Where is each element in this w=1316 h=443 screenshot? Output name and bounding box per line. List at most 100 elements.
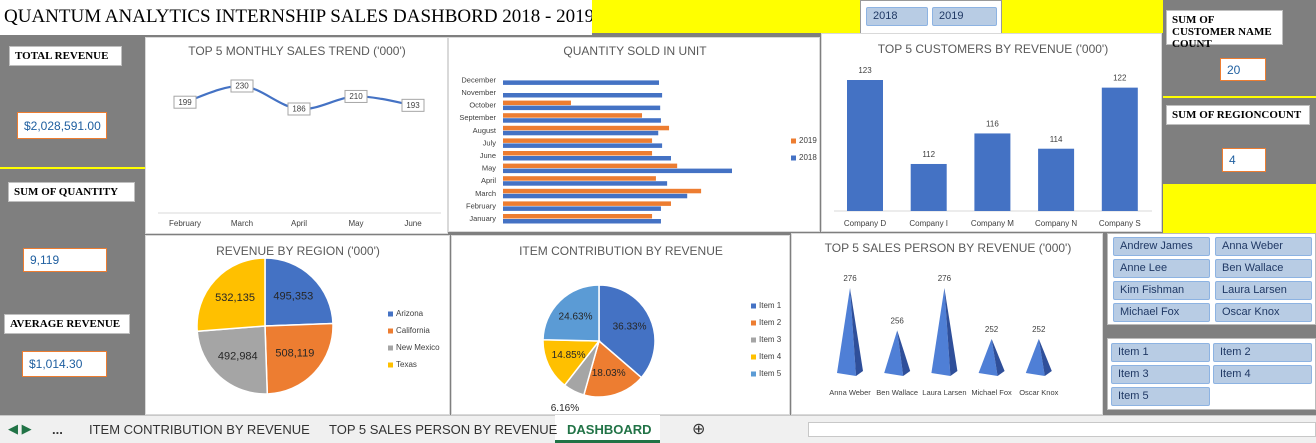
- x-tick-label: Company S: [1099, 219, 1141, 228]
- name-button[interactable]: Anne Lee: [1113, 259, 1210, 278]
- item-button[interactable]: Item 4: [1213, 365, 1312, 384]
- pie-slice: [264, 257, 334, 327]
- chart-title: TOP 5 SALES PERSON BY REVENUE ('000'): [825, 241, 1072, 255]
- data-label: 114: [1050, 135, 1063, 144]
- kpi-label: SUM OF CUSTOMER NAME COUNT: [1166, 10, 1283, 50]
- bar: [1101, 87, 1138, 211]
- legend-swatch: [388, 311, 393, 317]
- legend-label: Arizona: [396, 309, 424, 318]
- data-label: 252: [1032, 325, 1046, 334]
- pyramid-face: [897, 330, 911, 376]
- kpi-label: SUM OF QUANTITY: [8, 182, 135, 202]
- y-tick-label: October: [469, 101, 496, 110]
- name-button[interactable]: Laura Larsen: [1215, 281, 1312, 300]
- x-tick-label: Ben Wallace: [876, 388, 918, 397]
- pie-slice: [598, 284, 656, 379]
- item-button[interactable]: Item 2: [1213, 343, 1312, 362]
- x-tick-label: June: [404, 219, 422, 228]
- chart-title: ITEM CONTRIBUTION BY REVENUE: [519, 244, 723, 258]
- y-tick-label: July: [483, 138, 497, 147]
- bar: [910, 163, 947, 211]
- kpi-label: SUM OF REGIONCOUNT: [1166, 105, 1310, 125]
- kpi-value: $2,028,591.00: [17, 112, 107, 139]
- kpi-value: 4: [1222, 148, 1266, 172]
- item-button[interactable]: Item 1: [1111, 343, 1210, 362]
- name-button[interactable]: Kim Fishman: [1113, 281, 1210, 300]
- pie-slice: [196, 257, 266, 333]
- data-label: 276: [938, 274, 952, 283]
- x-tick-label: Company I: [909, 219, 948, 228]
- pyramid-face: [991, 338, 1005, 376]
- data-label: 276: [843, 274, 857, 283]
- legend-swatch: [751, 354, 756, 360]
- data-label: 230: [235, 82, 249, 91]
- data-label: 210: [349, 92, 363, 101]
- data-label: 14.85%: [552, 350, 586, 361]
- x-tick-label: Company D: [844, 219, 886, 228]
- legend-swatch: [388, 328, 393, 334]
- name-button[interactable]: Ben Wallace: [1215, 259, 1312, 278]
- bar: [503, 80, 660, 85]
- line-chart: TOP 5 MONTHLY SALES TREND ('000') 199 Febr…: [158, 44, 441, 228]
- kpi-label: AVERAGE REVENUE: [4, 314, 130, 334]
- bar: [503, 176, 656, 181]
- bar: [503, 201, 671, 206]
- chart-title: QUANTITY SOLD IN UNIT: [563, 44, 707, 58]
- pie-slice: [542, 338, 601, 387]
- data-label: 116: [986, 120, 999, 129]
- add-sheet[interactable]: ⊕: [692, 421, 706, 438]
- bar: [503, 125, 670, 131]
- year-button[interactable]: 2018: [866, 7, 928, 26]
- data-label: 495,353: [273, 291, 313, 303]
- legend-label: 2019: [799, 136, 817, 145]
- name-button[interactable]: Andrew James: [1113, 237, 1210, 256]
- data-label: 252: [985, 325, 999, 334]
- data-label: 256: [891, 317, 905, 326]
- item-button[interactable]: Item 5: [1111, 387, 1210, 406]
- year-button[interactable]: 2019: [932, 7, 997, 26]
- name-button[interactable]: Oscar Knox: [1215, 303, 1312, 322]
- item-button[interactable]: Item 3: [1111, 365, 1210, 384]
- bar: [503, 156, 671, 161]
- name-button[interactable]: Michael Fox: [1113, 303, 1210, 322]
- legend-swatch: [791, 155, 796, 161]
- x-tick-label: Company M: [971, 219, 1014, 228]
- pyramid-face: [931, 288, 951, 376]
- legend-swatch: [791, 138, 796, 144]
- data-label: 122: [1113, 74, 1127, 83]
- data-label: 492,984: [218, 350, 258, 362]
- pyramid-chart: TOP 5 SALES PERSON BY REVENUE ('000') 276…: [825, 241, 1072, 397]
- kpi-value: 20: [1220, 58, 1266, 81]
- tab[interactable]: DASHBOARD: [567, 421, 652, 437]
- legend-swatch: [388, 345, 393, 351]
- pyramid-face: [944, 288, 958, 376]
- bar: [974, 133, 1011, 211]
- nav-arrow[interactable]: ◀ ▶: [8, 421, 32, 436]
- tab[interactable]: ...: [52, 421, 63, 437]
- data-label: 193: [406, 101, 420, 110]
- bar: [1038, 148, 1075, 211]
- pie-slice: [542, 284, 600, 342]
- data-label: 186: [292, 105, 306, 114]
- active-tab-bg: [555, 415, 660, 443]
- legend-label: 2018: [799, 153, 817, 162]
- hbar-chart: QUANTITY SOLD IN UNIT January February Marc…: [459, 44, 817, 224]
- tab[interactable]: ITEM CONTRIBUTION BY REVENUE: [89, 421, 310, 437]
- legend-label: Texas: [396, 360, 417, 369]
- bar: [503, 193, 688, 199]
- y-tick-label: January: [469, 214, 496, 223]
- name-button[interactable]: Anna Weber: [1215, 237, 1312, 256]
- pie-slice: [196, 325, 269, 395]
- bar: [503, 181, 668, 186]
- legend-label: New Mexico: [396, 343, 440, 352]
- y-tick-label: February: [466, 201, 496, 210]
- tab[interactable]: TOP 5 SALES PERSON BY REVENUE: [329, 421, 558, 437]
- data-label-box: [230, 79, 254, 93]
- separator: [1163, 96, 1316, 98]
- scrollbar[interactable]: [808, 422, 1316, 437]
- bar: [503, 100, 571, 106]
- x-tick-label: Oscar Knox: [1019, 388, 1058, 397]
- data-label: 123: [858, 66, 872, 75]
- yellow-band: [1163, 184, 1316, 233]
